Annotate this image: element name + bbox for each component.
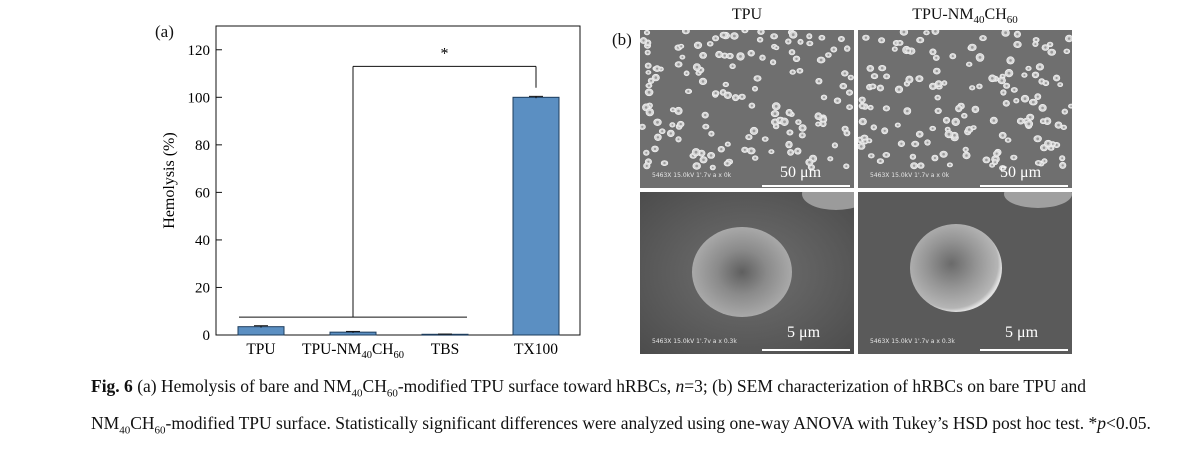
figure-caption: Fig. 6 (a) Hemolysis of bare and NM40CH6… [91, 376, 1151, 436]
sem-meta: 5463X 15.0kV 1'.7v a x 0k [652, 172, 732, 179]
rbc-single-cell [858, 192, 1072, 354]
y-tick-label: 40 [195, 233, 210, 249]
scale-bar [762, 185, 850, 187]
scale-bar [980, 185, 1068, 187]
sem-image-nm-low-mag: 5463X 15.0kV 1'.7v a x 0k 50 μm [858, 30, 1072, 188]
scale-bar [762, 349, 850, 351]
sem-meta: 5463X 15.0kV 1'.7v a x 0.3k [870, 338, 955, 345]
x-tick-label: TPU [246, 341, 275, 358]
y-axis-label: Hemolysis (%) [161, 132, 178, 228]
y-tick-label: 80 [195, 138, 210, 154]
x-tick-label: TBS [431, 341, 459, 358]
y-tick-label: 20 [195, 280, 210, 296]
sem-title-tpu: TPU [731, 6, 763, 23]
scale-label: 50 μm [1000, 164, 1042, 181]
sem-meta: 5463X 15.0kV 1'.7v a x 0.3k [652, 338, 737, 345]
rbc-cells [640, 30, 854, 188]
y-tick-label: 120 [188, 43, 211, 59]
scale-bar [980, 349, 1068, 351]
scale-label: 5 μm [1005, 324, 1039, 341]
sem-image-tpu-low-mag: 5463X 15.0kV 1'.7v a x 0k 50 μm [640, 30, 854, 188]
y-tick-label: 0 [203, 328, 211, 344]
plot-frame [215, 25, 581, 336]
hemolysis-bar-chart: 0 20 40 60 80 100 120 Hemolysis (%) TPU TPU-NM40C… [161, 25, 581, 361]
panel-a-label: (a) [155, 22, 174, 41]
scale-label: 5 μm [787, 324, 821, 341]
bar-0 [237, 326, 285, 336]
sem-image-tpu-high-mag: 5463X 15.0kV 1'.7v a x 0.3k 5 μm [640, 192, 854, 354]
scale-label: 50 μm [780, 164, 822, 181]
y-tick-label: 60 [195, 185, 210, 201]
rbc-cells [858, 30, 1072, 188]
x-tick-label: TX100 [514, 341, 558, 358]
rbc-single-cell [640, 192, 854, 354]
bar-3 [512, 96, 560, 336]
panel-b-label: (b) [612, 30, 632, 49]
x-tick-label: TPU-NM40CH60 [302, 341, 404, 361]
sem-title-tpu-nm40ch60: TPU-NM40CH60 [912, 6, 1018, 27]
significance-mark: * [441, 45, 449, 62]
sem-image-nm-high-mag: 5463X 15.0kV 1'.7v a x 0.3k 5 μm [858, 192, 1072, 354]
sem-meta: 5463X 15.0kV 1'.7v a x 0k [870, 172, 950, 179]
y-tick-label: 100 [188, 90, 211, 106]
